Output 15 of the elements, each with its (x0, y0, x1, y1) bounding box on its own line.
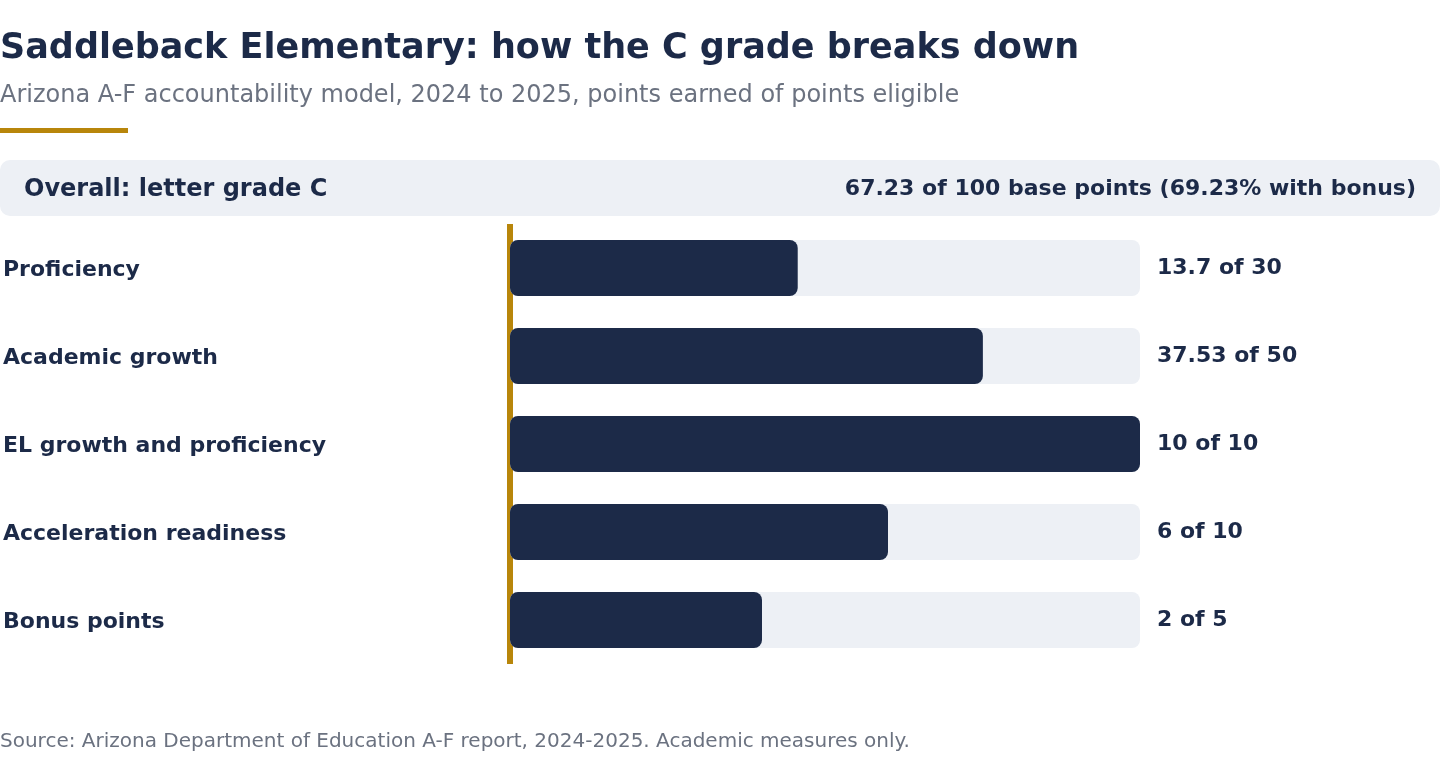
text: 6 of 10 (1157, 517, 1243, 543)
source-note: Source: Arizona Department of Education A-F report, 2024-2025. Academic measures only. (0, 728, 910, 752)
text: 37.53 of 50 (1157, 341, 1298, 367)
y-tick-label: EL growth and proficiency (3, 431, 327, 457)
text: 13.7 of 30 (1157, 253, 1282, 279)
text: 2 of 5 (1157, 605, 1228, 631)
chart-subtitle: Arizona A-F accountability model, 2024 to 2025, points earned of points eligible (0, 80, 960, 108)
text: 10 of 10 (1157, 429, 1259, 455)
y-tick-label: Acceleration readiness (3, 519, 287, 545)
y-tick-label: Bonus points (3, 607, 165, 633)
chart-title: Saddleback Elementary: how the C grade breaks down (0, 26, 1080, 66)
y-tick-label: Proficiency (3, 255, 140, 281)
text: Overall: letter grade C (24, 174, 328, 202)
text: 67.23 of 100 base points (69.23% with bonus) (844, 175, 1416, 200)
y-tick-label: Academic growth (3, 343, 218, 369)
